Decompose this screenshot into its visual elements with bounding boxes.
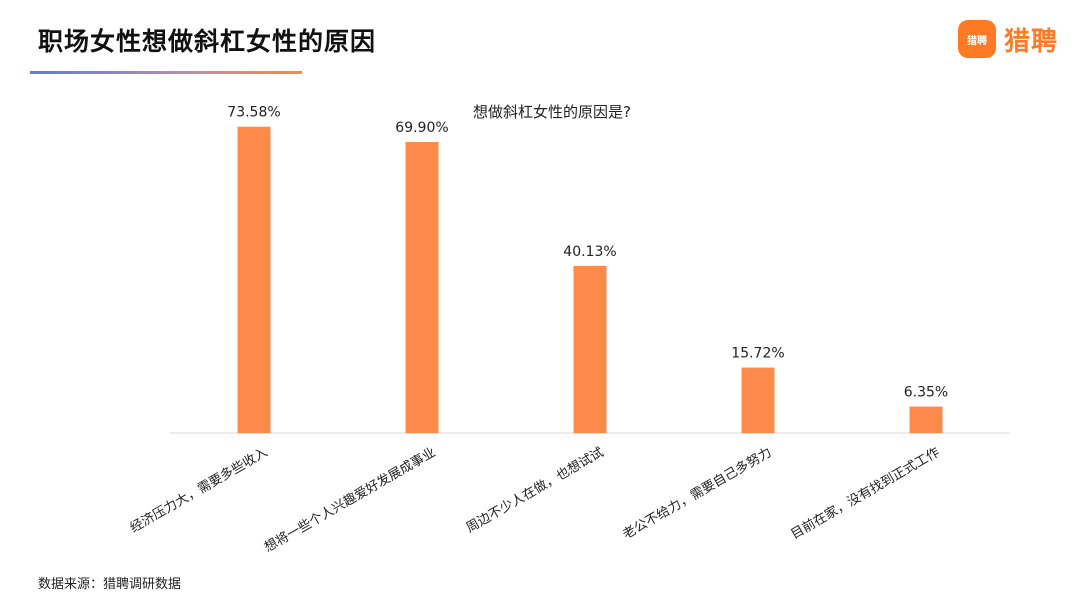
x-tick-label: 想将一些个人兴趣爱好发展成事业	[262, 444, 439, 555]
data-label: 40.13%	[563, 244, 616, 260]
bar	[909, 406, 943, 433]
bar	[405, 142, 439, 433]
chart-title: 想做斜杠女性的原因是?	[473, 103, 631, 121]
page-title: 职场女性想做斜杠女性的原因	[38, 27, 377, 56]
chat-bubble-icon: 猎聘	[957, 20, 996, 58]
bar-chart: 想做斜杠女性的原因是? 73.58% 经济压力大，需要多些收入 69.90% 想将一些…	[127, 103, 1010, 556]
data-label: 73.58%	[227, 105, 280, 121]
brand-icon-text: 猎聘	[966, 35, 987, 47]
bar	[237, 126, 271, 433]
brand-logo: 猎聘 猎聘	[957, 20, 1058, 58]
bar	[741, 367, 775, 433]
data-label: 6.35%	[904, 385, 948, 401]
x-tick-label: 老公不给力，需要自己多努力	[620, 444, 774, 542]
data-label: 15.72%	[731, 346, 784, 362]
data-label: 69.90%	[395, 120, 448, 136]
x-tick-label: 经济压力大，需要多些收入	[127, 444, 270, 536]
x-tick-label: 目前在家，没有找到正式工作	[788, 444, 942, 542]
data-source-note: 数据来源：猎聘调研数据	[38, 577, 182, 592]
bar	[573, 265, 607, 433]
brand-name: 猎聘	[1003, 26, 1058, 57]
title-underline	[30, 71, 302, 74]
x-tick-label: 周边不少人在做，也想试试	[463, 444, 606, 536]
